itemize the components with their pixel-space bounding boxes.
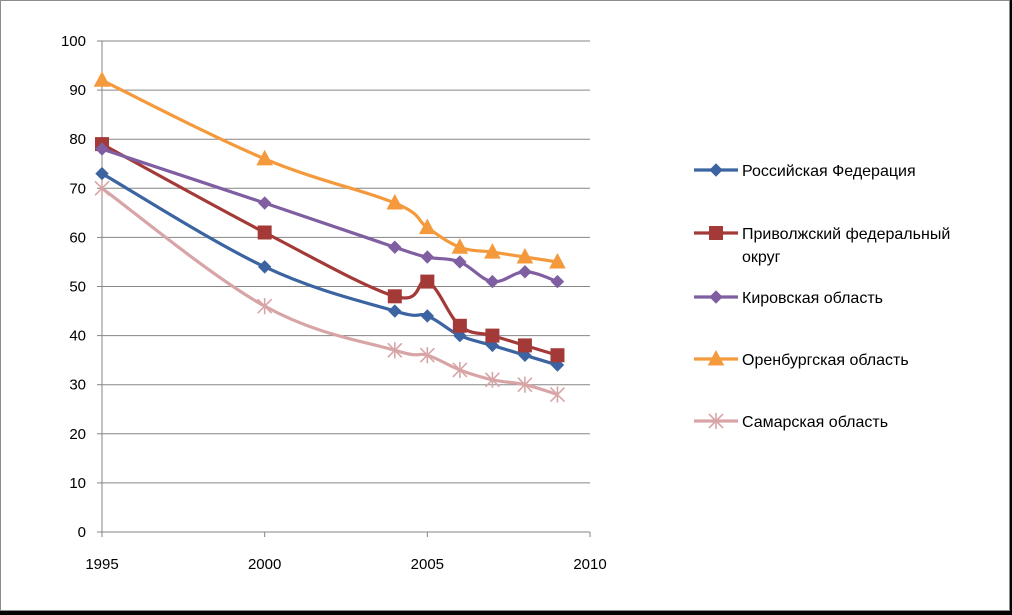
- data-point: [517, 338, 532, 353]
- x-tick-label: 2000: [248, 556, 281, 573]
- legend-item: Российская Федерация: [694, 163, 916, 180]
- series-layer: [93, 71, 566, 403]
- series-3: [95, 142, 565, 289]
- data-point: [484, 243, 501, 259]
- legend-swatch-marker: [707, 349, 725, 366]
- legend-item: Приволжский федеральный округ: [694, 226, 950, 266]
- data-point: [517, 376, 533, 393]
- legend-swatch-marker: [709, 290, 723, 304]
- x-tick-label: 2005: [411, 556, 444, 573]
- data-point: [95, 142, 109, 156]
- y-tick-label: 0: [78, 524, 86, 541]
- legend-label: Оренбургская область: [742, 352, 909, 369]
- data-point: [93, 71, 111, 87]
- y-tick-label: 50: [69, 279, 86, 296]
- y-tick-label: 100: [61, 33, 86, 50]
- series-4: [93, 71, 566, 269]
- data-point: [94, 180, 110, 197]
- legend-swatch-marker: [708, 412, 724, 430]
- x-tick-labels: 1995 2000 2005 2010: [85, 556, 606, 573]
- data-point: [257, 225, 272, 240]
- legend-swatch-marker: [709, 226, 723, 240]
- data-point: [256, 149, 274, 166]
- data-point: [388, 240, 402, 254]
- legend-label: Кировская область: [742, 290, 883, 307]
- data-point: [95, 166, 109, 181]
- y-tick-label: 90: [69, 82, 86, 99]
- data-point: [420, 274, 435, 289]
- legend-item: Кировская область: [694, 290, 883, 307]
- x-tick-label: 1995: [85, 556, 118, 573]
- data-point: [549, 252, 566, 269]
- data-point: [418, 218, 436, 235]
- data-point: [387, 289, 402, 304]
- data-point: [485, 274, 500, 289]
- legend-label: Российская Федерация: [742, 163, 916, 180]
- legend-label: округ: [742, 249, 781, 266]
- y-tick-labels: 0 10 20 30 40 50 60 70 80 90 100: [61, 33, 86, 541]
- data-point: [484, 371, 500, 388]
- y-tick-label: 30: [69, 377, 86, 394]
- y-tick-label: 40: [69, 328, 86, 345]
- y-tick-label: 70: [69, 180, 86, 197]
- data-point: [257, 196, 272, 210]
- y-tick-label: 80: [69, 131, 86, 148]
- data-point: [549, 386, 566, 403]
- series-5: [94, 180, 566, 403]
- legend: Российская Федерация Приволжский федераль…: [694, 163, 950, 431]
- data-point: [452, 318, 467, 333]
- grid-lines: [102, 40, 590, 484]
- data-point: [550, 274, 565, 289]
- legend-swatch-marker: [709, 163, 723, 177]
- data-point: [420, 309, 435, 323]
- data-point: [452, 361, 468, 379]
- data-point: [257, 298, 273, 315]
- data-point: [386, 193, 404, 210]
- data-point: [387, 342, 403, 359]
- x-tick-label: 2010: [573, 556, 606, 573]
- data-point: [485, 328, 500, 343]
- y-tick-label: 10: [69, 475, 86, 492]
- axes: [97, 40, 591, 537]
- legend-item: Оренбургская область: [694, 349, 909, 369]
- data-point: [550, 348, 565, 363]
- legend-item: Самарская область: [694, 412, 888, 431]
- data-point: [451, 238, 469, 254]
- y-tick-label: 20: [69, 426, 86, 443]
- y-tick-label: 60: [69, 229, 86, 246]
- data-point: [419, 347, 435, 364]
- data-point: [453, 255, 467, 269]
- data-point: [518, 265, 532, 279]
- data-point: [257, 260, 272, 274]
- data-point: [420, 250, 435, 264]
- legend-label: Приволжский федеральный: [742, 226, 950, 243]
- data-point: [388, 304, 402, 318]
- legend-label: Самарская область: [742, 414, 888, 431]
- data-point: [516, 247, 534, 264]
